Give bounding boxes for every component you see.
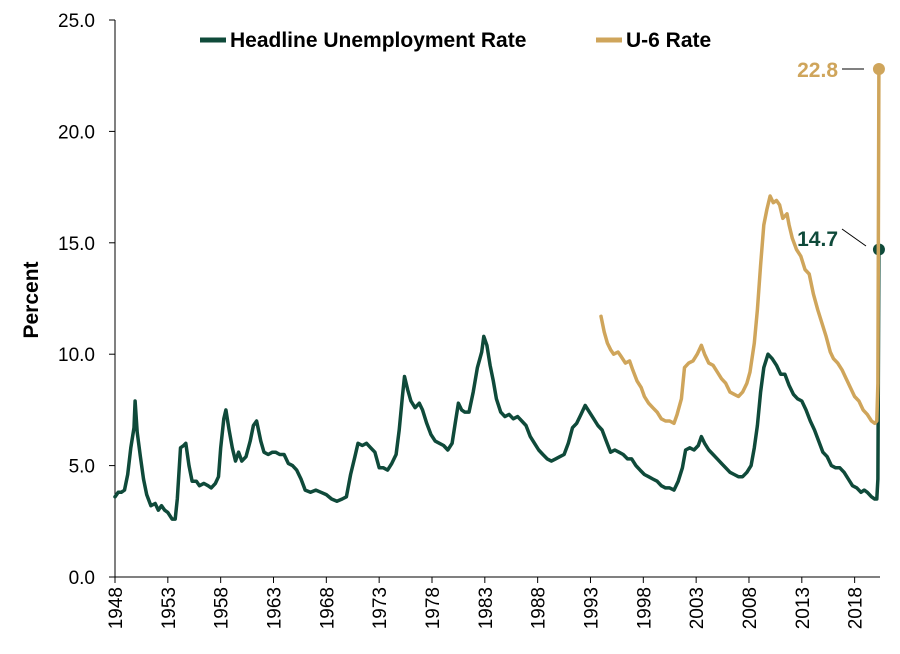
x-tick-label: 1988 [529,587,550,629]
y-tick-label: 25.0 [58,11,95,32]
x-tick-label: 1978 [423,587,444,629]
series-layer [113,63,885,521]
legend: Headline Unemployment Rate U-6 Rate [200,29,711,52]
y-axis-ticks: 0.0 5.0 10.0 15.0 20.0 25.0 [58,11,115,589]
y-tick-label: 15.0 [58,234,95,255]
x-tick-label: 1963 [264,587,285,629]
x-tick-label: 1953 [159,587,180,629]
annotation-leader-headline [841,228,867,247]
x-tick-label: 1998 [634,587,655,629]
x-tick-label: 1948 [106,587,127,629]
y-tick-label: 0.0 [69,568,95,589]
x-tick-label: 2003 [687,587,708,629]
x-tick-label: 2008 [740,587,761,629]
series-line-headline [113,247,881,521]
x-axis-ticks: 1948 1953 1958 1963 1968 1973 1978 1983 1988 1993… [106,577,867,629]
annotation-label-headline: 14.7 [797,228,838,251]
x-tick-label: 1993 [581,587,602,629]
series-line-u6 [599,67,881,426]
x-tick-label: 1958 [212,587,233,629]
y-axis-title: Percent [20,261,43,338]
annotation-label-u6: 22.8 [797,59,838,82]
legend-label-u6: U-6 Rate [626,29,711,52]
x-tick-label: 1968 [317,587,338,629]
x-tick-label: 1983 [476,587,497,629]
annotations: 22.8 14.7 [797,59,867,251]
x-tick-label: 2013 [793,587,814,629]
endpoint-marker-u6 [872,63,885,76]
legend-label-headline: Headline Unemployment Rate [230,29,526,52]
y-tick-label: 5.0 [69,457,95,478]
x-tick-label: 1973 [370,587,391,629]
x-tick-label: 2018 [846,587,867,629]
y-tick-label: 10.0 [58,345,95,366]
y-tick-label: 20.0 [58,122,95,143]
